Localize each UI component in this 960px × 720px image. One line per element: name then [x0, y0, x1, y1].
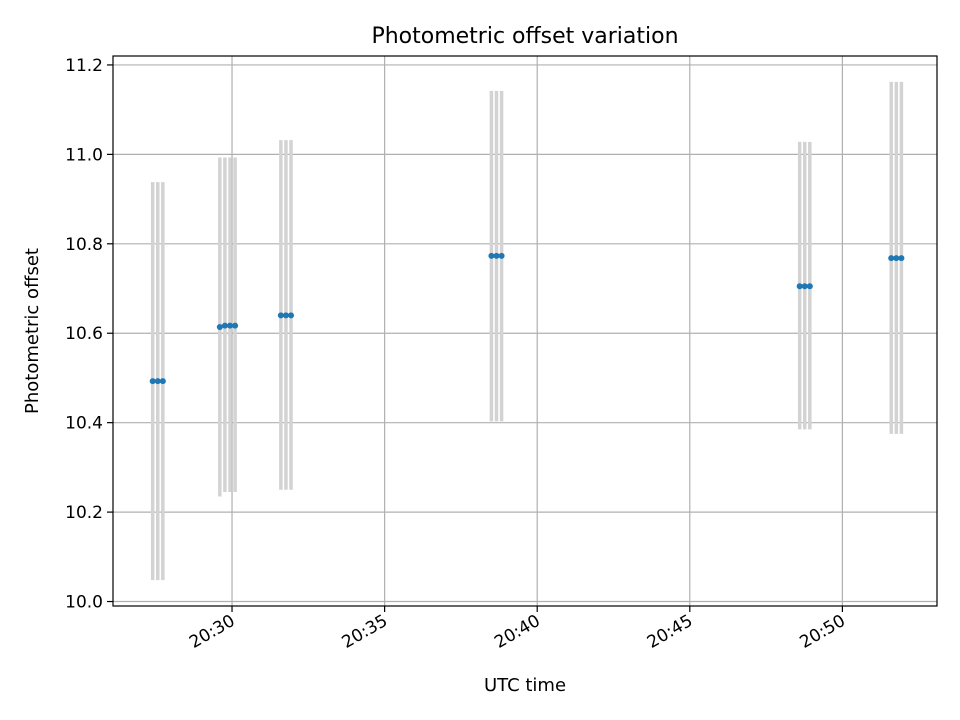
y-tick-label: 10.2 [65, 503, 103, 523]
y-axis-label: Photometric offset [22, 248, 43, 414]
data-point [154, 378, 161, 385]
y-tick-label: 10.6 [65, 324, 103, 344]
chart-title: Photometric offset variation [371, 24, 678, 49]
data-point [159, 378, 166, 385]
x-axis-label: UTC time [484, 675, 566, 696]
y-axis-ticks: 10.0 10.2 10.4 10.6 10.8 11.0 11.2 [65, 56, 113, 613]
data-point [801, 283, 808, 290]
data-point [282, 312, 289, 319]
data-points [149, 252, 905, 385]
data-point [288, 312, 295, 319]
y-tick-label: 10.4 [65, 414, 103, 434]
data-point [498, 252, 505, 259]
data-point [221, 322, 228, 329]
y-tick-label: 11.2 [65, 56, 103, 76]
data-point [806, 283, 813, 290]
data-point [898, 255, 905, 262]
data-point [232, 322, 239, 329]
data-point [149, 378, 156, 385]
y-tick-label: 10.8 [65, 235, 103, 255]
data-point [796, 283, 803, 290]
data-point [216, 323, 223, 330]
data-point [488, 252, 495, 259]
data-point [493, 252, 500, 259]
plot-frame [112, 55, 938, 607]
data-point [277, 312, 284, 319]
data-point [888, 255, 895, 262]
y-tick-label: 10.0 [65, 593, 103, 613]
data-point [893, 255, 900, 262]
data-point [226, 322, 233, 329]
y-tick-label: 11.0 [65, 145, 103, 165]
